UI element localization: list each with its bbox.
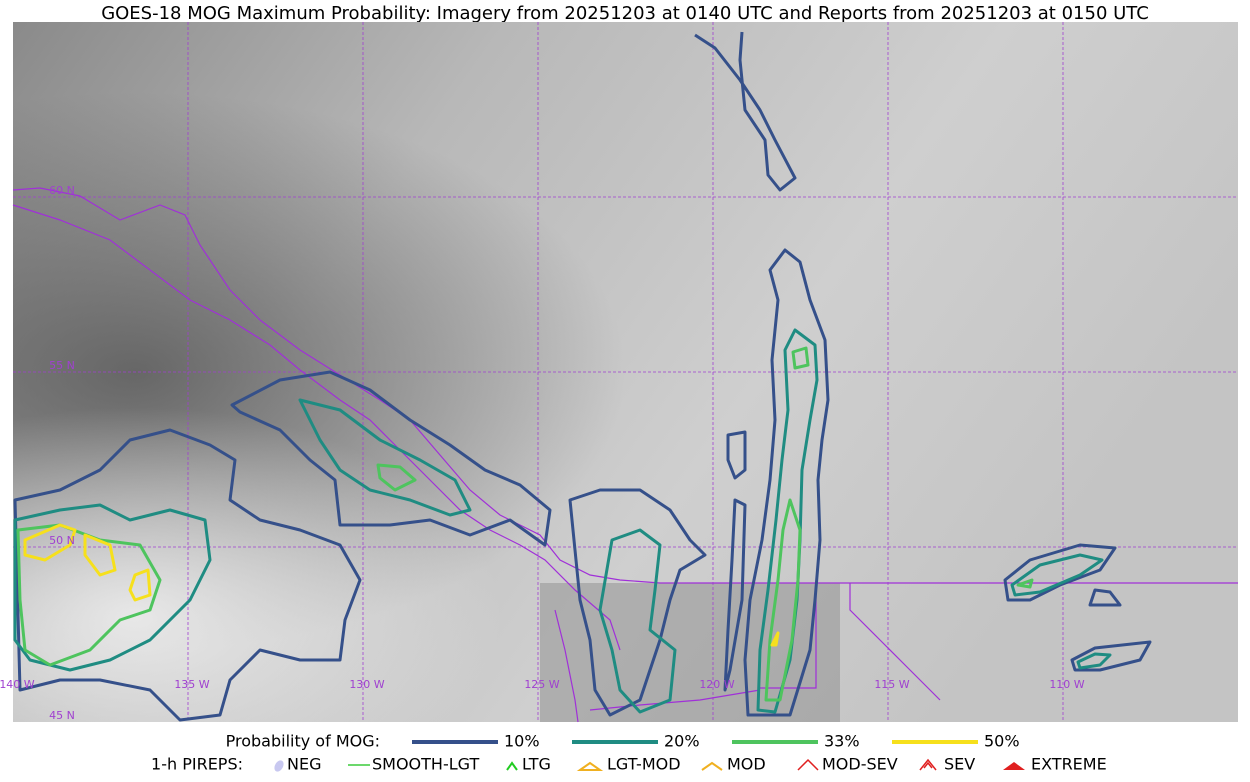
contour bbox=[598, 528, 677, 714]
contour bbox=[756, 328, 819, 714]
pirep-label: LTG bbox=[522, 755, 551, 774]
lon-label: 110 W bbox=[1049, 678, 1084, 691]
contour bbox=[743, 248, 830, 717]
contour bbox=[376, 463, 417, 492]
pirep-label: SMOOTH-LGT bbox=[372, 755, 479, 774]
map-title: GOES-18 MOG Maximum Probability: Imagery… bbox=[101, 3, 1149, 24]
contour bbox=[770, 631, 780, 647]
lat-label: 60 N bbox=[49, 184, 75, 197]
contour bbox=[1003, 543, 1117, 602]
pirep-icons bbox=[274, 758, 1025, 772]
contour bbox=[13, 503, 212, 672]
contour bbox=[726, 430, 747, 480]
legend-label: 50% bbox=[984, 732, 1020, 751]
coastline bbox=[12, 187, 1238, 723]
contour bbox=[83, 533, 117, 577]
graticule-labels: 60 N 55 N 50 N 45 N 140 W 135 W 130 W 125 W 120 … bbox=[0, 184, 1085, 722]
pirep-label: EXTREME bbox=[1031, 755, 1107, 774]
contour bbox=[568, 488, 707, 717]
pirep-label: SEV bbox=[944, 755, 975, 774]
lon-label: 115 W bbox=[874, 678, 909, 691]
lon-label: 135 W bbox=[174, 678, 209, 691]
pirep-label: LGT-MOD bbox=[607, 755, 681, 774]
contour bbox=[1070, 640, 1152, 672]
lat-label: 55 N bbox=[49, 359, 75, 372]
legend-label: 33% bbox=[824, 732, 860, 751]
probability-contours bbox=[13, 31, 1152, 722]
legend-label: 10% bbox=[504, 732, 540, 751]
contour bbox=[1010, 553, 1104, 597]
lon-label: 120 W bbox=[699, 678, 734, 691]
contour bbox=[694, 31, 797, 192]
lon-label: 125 W bbox=[524, 678, 559, 691]
pireps-title: 1-h PIREPS: bbox=[151, 755, 243, 774]
contour bbox=[13, 428, 362, 722]
pirep-label: MOD-SEV bbox=[822, 755, 898, 774]
legend-label: 20% bbox=[664, 732, 700, 751]
legend: Probability of MOG: 1-h PIREPS: 10% 20% 33… bbox=[151, 732, 1107, 774]
lat-label: 45 N bbox=[49, 709, 75, 722]
pirep-label: MOD bbox=[727, 755, 766, 774]
contour bbox=[1088, 588, 1122, 607]
contour bbox=[764, 498, 802, 702]
graticule bbox=[13, 22, 1238, 722]
lon-label: 140 W bbox=[0, 678, 35, 691]
legend-title: Probability of MOG: bbox=[226, 732, 380, 751]
contour bbox=[128, 568, 152, 602]
contour bbox=[1016, 578, 1034, 589]
contour bbox=[1076, 652, 1112, 670]
contour bbox=[23, 523, 77, 562]
contour bbox=[298, 398, 472, 517]
contour bbox=[791, 346, 810, 370]
pirep-label: NEG bbox=[287, 755, 321, 774]
contour bbox=[723, 498, 747, 692]
lon-label: 130 W bbox=[349, 678, 384, 691]
contour bbox=[230, 370, 552, 547]
lat-label: 50 N bbox=[49, 534, 75, 547]
